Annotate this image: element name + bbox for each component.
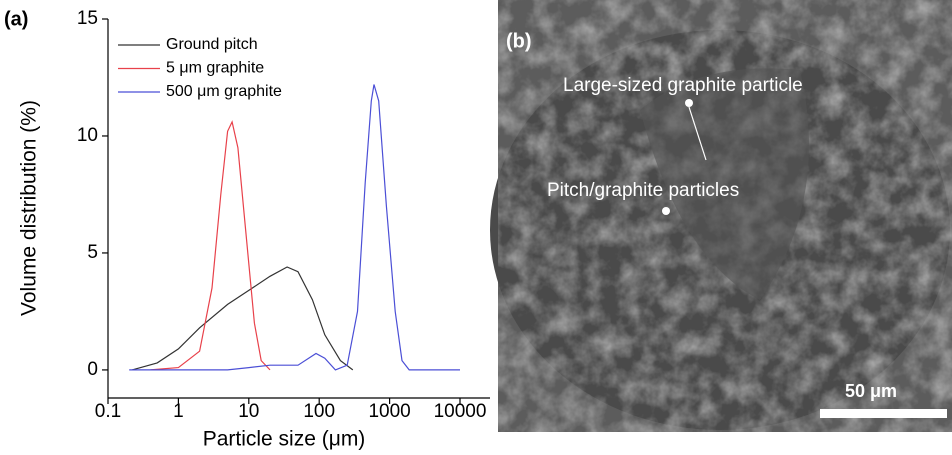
legend-label: 5 μm graphite (166, 60, 264, 77)
x-tick-label: 0.1 (95, 401, 121, 422)
y-tick-label: 5 (87, 242, 98, 263)
x-tick-label: 1000 (368, 401, 410, 422)
x-tick-label: 10 (238, 401, 259, 422)
x-tick-label: 100 (303, 401, 335, 422)
y-tick-label: 10 (77, 125, 98, 146)
series-line (150, 120, 271, 371)
scale-bar-label: 50 μm (845, 381, 897, 401)
legend-label: 500 μm graphite (166, 83, 282, 100)
annotation: Large-sized graphite particle (563, 75, 803, 96)
x-tick-label: 1 (173, 401, 184, 422)
series-line (131, 266, 354, 371)
series-line (129, 84, 460, 371)
panel-label: (a) (4, 8, 28, 30)
x-axis-label: Particle size (μm) (203, 428, 366, 451)
annotation: Pitch/graphite particles (547, 180, 739, 201)
y-tick-label: 15 (77, 8, 98, 29)
sem-image (490, 0, 952, 432)
x-tick-label: 10000 (434, 401, 487, 422)
legend-label: Ground pitch (166, 36, 258, 53)
y-tick-label: 0 (87, 359, 98, 380)
y-axis-label: Volume distribution (%) (18, 100, 41, 316)
panel-label: (b) (506, 30, 532, 52)
